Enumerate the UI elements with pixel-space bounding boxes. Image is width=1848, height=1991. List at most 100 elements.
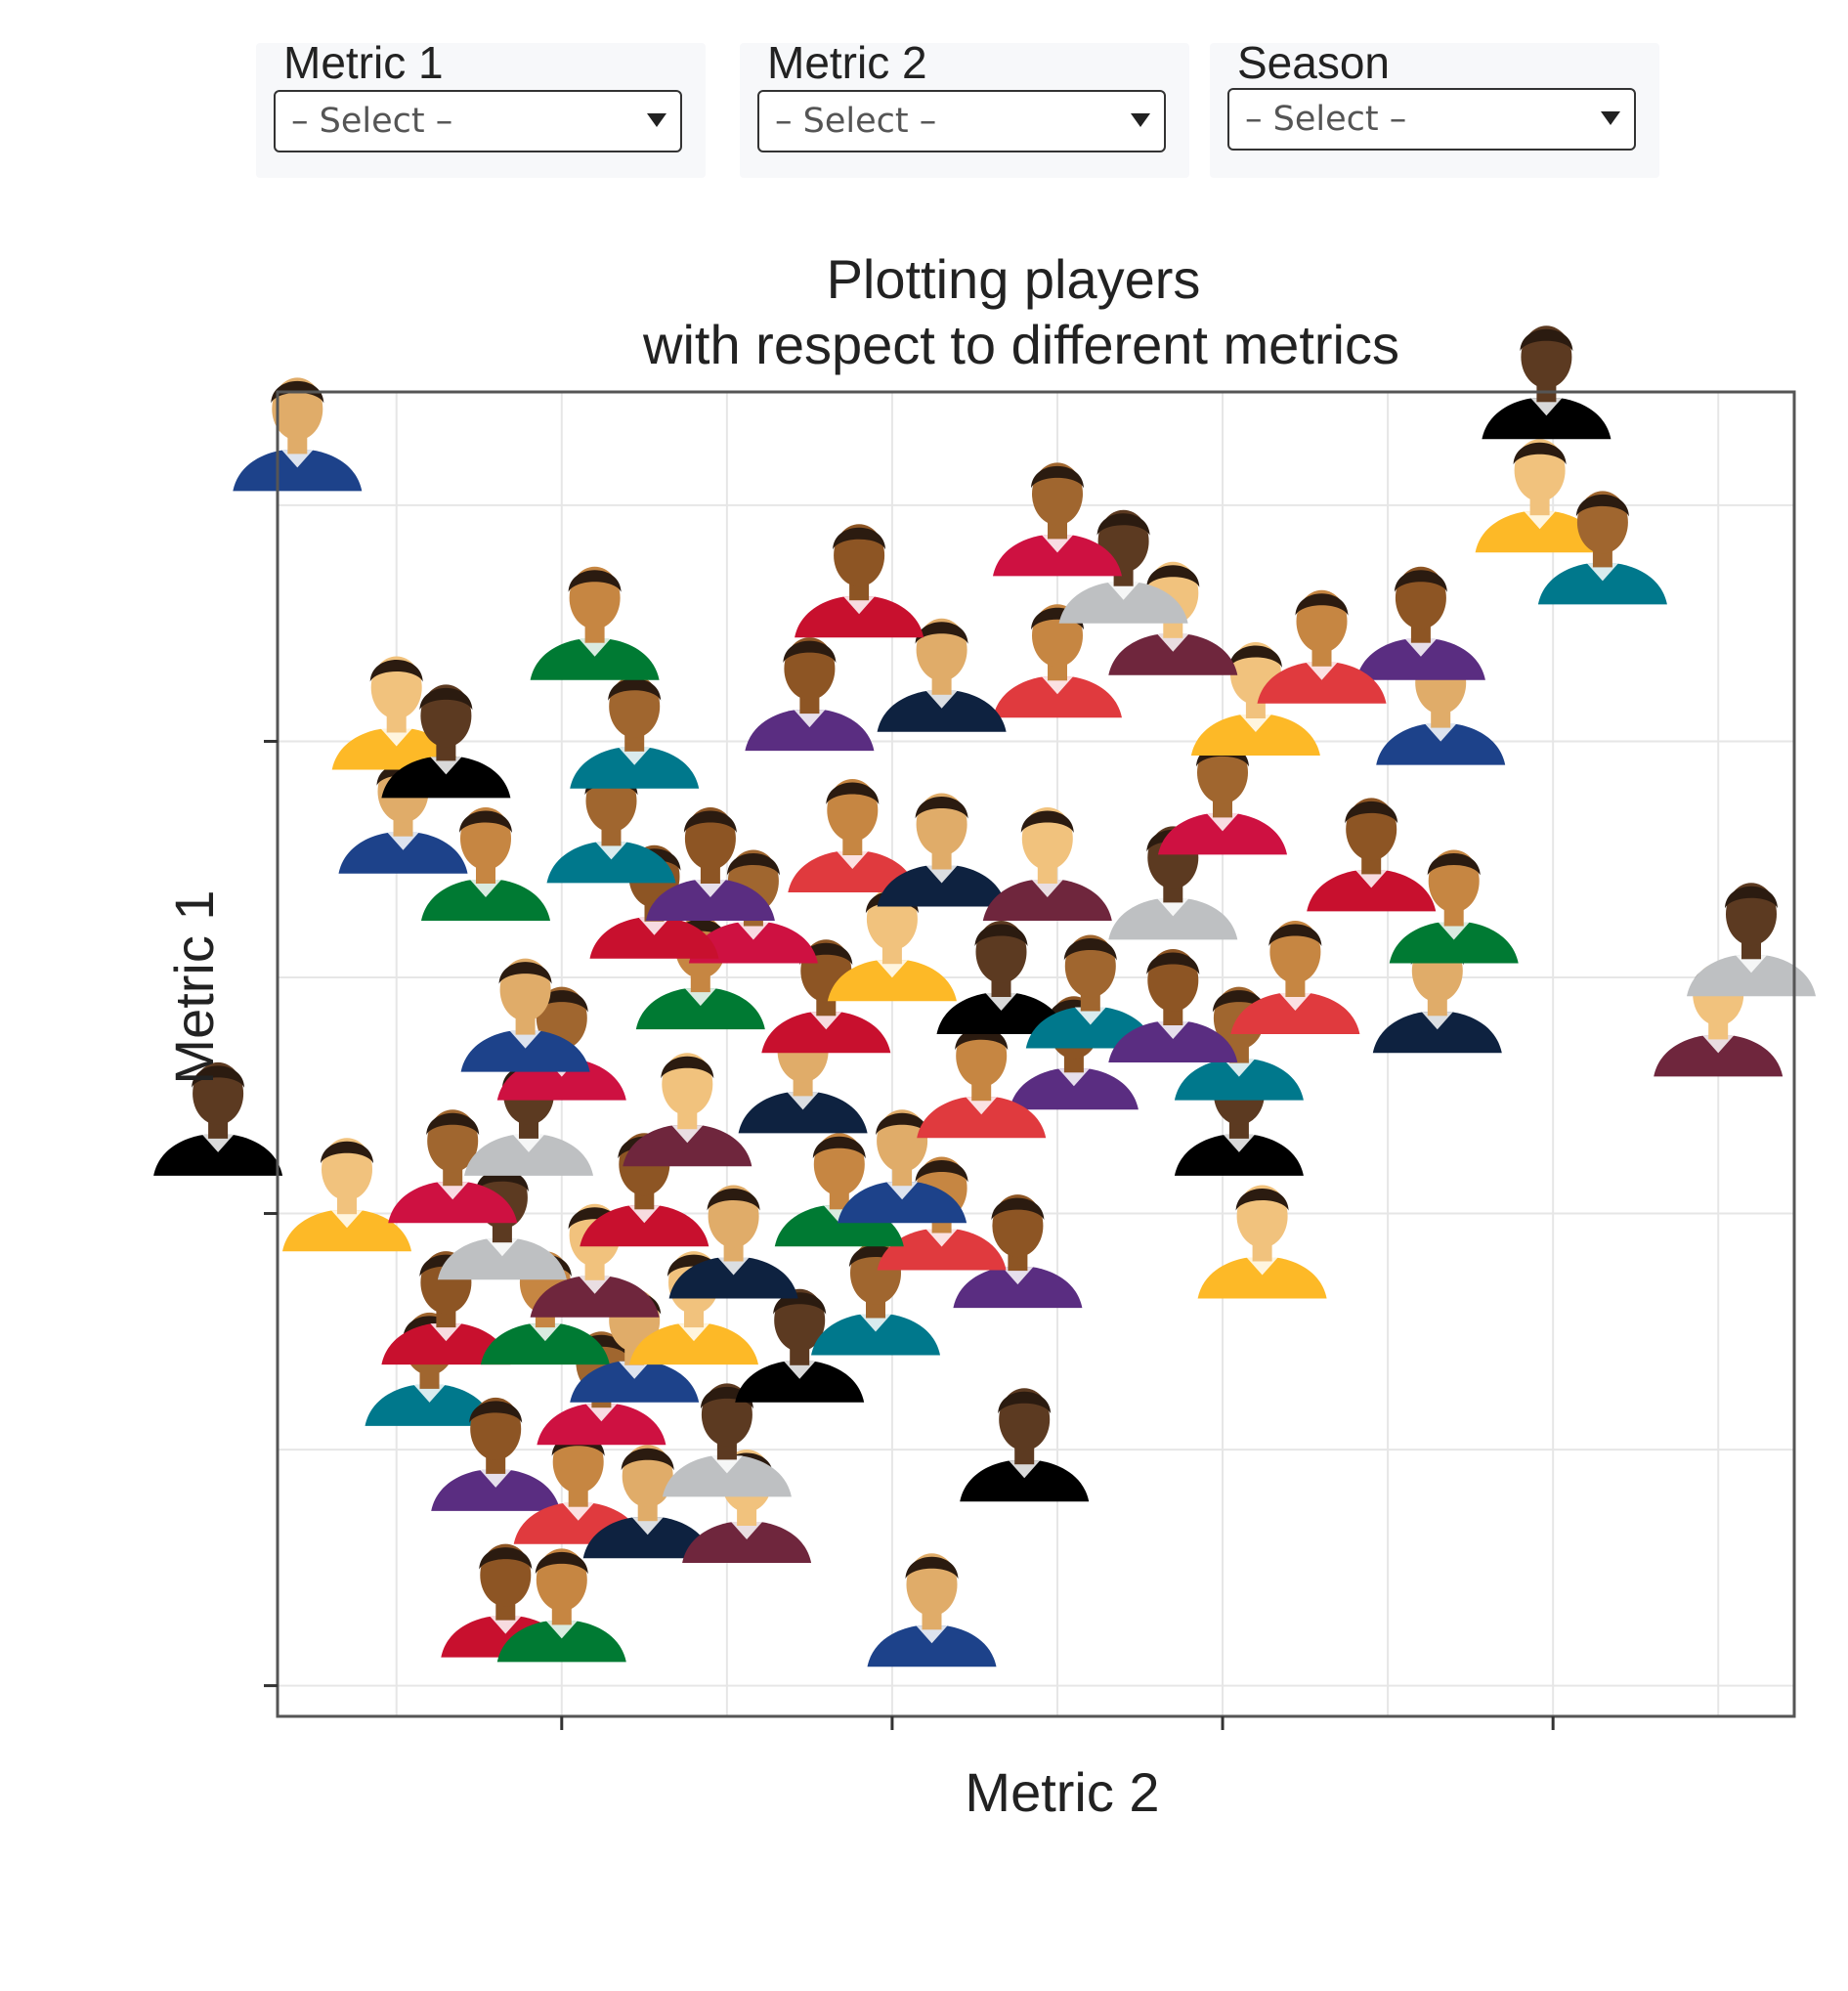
- player-neck: [1080, 993, 1100, 1012]
- player-neck: [419, 1370, 440, 1389]
- player-hair: [974, 924, 1028, 946]
- player-hair: [1212, 990, 1266, 1013]
- metric2-label: Metric 2: [767, 37, 927, 88]
- player-jersey: [1108, 898, 1238, 940]
- x-axis-label: Metric 2: [965, 1761, 1159, 1823]
- player-collar: [513, 1134, 544, 1152]
- chart-title-line-1: Plotting players: [827, 248, 1201, 310]
- player-marker: [388, 1109, 518, 1224]
- season-select[interactable]: – Select –: [1227, 88, 1636, 151]
- player-collar: [925, 865, 958, 884]
- chart-title: Plotting players with respect to differe…: [642, 248, 1399, 375]
- player-marker: [381, 684, 511, 799]
- player-jersey: [1190, 714, 1320, 756]
- player-jersey: [1482, 398, 1612, 440]
- player-jersey: [838, 1182, 967, 1224]
- player-jersey: [877, 690, 1007, 732]
- player-jersey: [761, 1012, 891, 1054]
- player-hair: [833, 527, 886, 550]
- player-hair: [1146, 565, 1200, 587]
- player-collar: [1279, 993, 1311, 1011]
- player-marker: [582, 1445, 712, 1559]
- player-jersey: [1108, 1021, 1238, 1062]
- player-collar: [876, 960, 908, 978]
- player-jersey: [381, 1323, 511, 1365]
- player-jersey: [635, 988, 765, 1030]
- player-hair: [1031, 465, 1084, 489]
- metric1-select[interactable]: – Select –: [274, 90, 682, 152]
- player-hair: [479, 1547, 533, 1570]
- player-collar: [1530, 398, 1563, 416]
- player-neck: [931, 676, 952, 695]
- player-collar: [794, 710, 826, 728]
- chevron-down-icon: [1601, 111, 1620, 125]
- player-neck: [1410, 625, 1431, 643]
- player-hair: [1063, 938, 1117, 961]
- player-hair: [826, 782, 880, 804]
- player-jersey: [233, 450, 363, 492]
- player-neck: [436, 1310, 456, 1328]
- player-jersey: [1108, 633, 1238, 675]
- player-collar: [529, 1323, 561, 1342]
- player-collar: [1702, 1035, 1735, 1054]
- player-neck: [519, 1120, 538, 1139]
- player-marker: [735, 1288, 865, 1403]
- player-collar: [579, 638, 611, 657]
- player-jersey: [1654, 1035, 1784, 1077]
- player-hair: [321, 1141, 373, 1164]
- player-collar: [430, 1323, 462, 1342]
- player-neck: [1163, 1008, 1183, 1025]
- player-collar: [430, 757, 462, 775]
- player-jersey: [570, 747, 700, 789]
- player-marker: [745, 637, 875, 752]
- player-hair: [998, 1391, 1052, 1414]
- player-jersey: [1372, 1012, 1502, 1054]
- player-hair: [812, 1136, 866, 1159]
- player-neck: [892, 1168, 913, 1187]
- player-jersey: [1058, 582, 1188, 624]
- player-marker: [1687, 883, 1816, 997]
- player-neck: [700, 866, 720, 884]
- player-collar: [694, 880, 726, 897]
- season-label: Season: [1237, 37, 1391, 88]
- player-jersey: [735, 1361, 865, 1403]
- player-jersey: [682, 1522, 812, 1563]
- player-jersey: [580, 1205, 709, 1247]
- player-hair: [1575, 494, 1629, 517]
- player-neck: [486, 1455, 506, 1474]
- player-hair: [915, 622, 968, 644]
- player-neck: [1048, 521, 1067, 540]
- player-hair: [1427, 853, 1481, 876]
- player-collar: [380, 728, 412, 747]
- player-hair: [799, 942, 853, 966]
- player-hair: [419, 687, 473, 711]
- player-collar: [486, 1238, 518, 1257]
- player-jersey: [788, 851, 918, 892]
- player-neck: [816, 998, 837, 1017]
- player-neck: [1163, 620, 1183, 638]
- player-hair: [469, 1401, 523, 1423]
- player-jersey: [338, 832, 468, 874]
- player-marker: [1307, 798, 1437, 912]
- player-collar: [1031, 880, 1063, 897]
- player-jersey: [936, 993, 1066, 1034]
- player-jersey: [1174, 1134, 1304, 1176]
- player-hair: [726, 853, 780, 876]
- player-hair: [667, 1254, 720, 1277]
- metric2-select[interactable]: – Select –: [757, 90, 1166, 152]
- player-neck: [393, 818, 413, 837]
- player-hair: [1020, 810, 1074, 833]
- player-jersey: [645, 880, 775, 921]
- player-collar: [470, 880, 501, 897]
- player-marker: [645, 807, 775, 921]
- player-collar: [731, 1522, 763, 1539]
- player-collar: [490, 1616, 522, 1634]
- player-hair: [426, 1112, 480, 1136]
- player-neck: [716, 1442, 737, 1460]
- player-marker: [1389, 849, 1519, 964]
- player-jersey: [1389, 922, 1519, 964]
- player-collar: [579, 1276, 611, 1294]
- player-hair: [915, 1160, 968, 1183]
- player-hair: [369, 660, 423, 682]
- player-collar: [925, 690, 958, 709]
